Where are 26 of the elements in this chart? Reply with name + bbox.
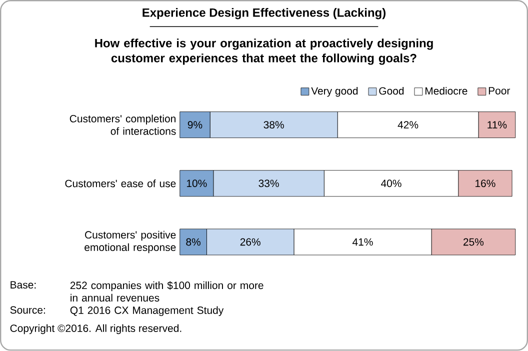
y-tick-label: Customers' positive emotional response	[84, 230, 176, 254]
data-label: 16%	[476, 180, 496, 188]
data-label: 9%	[188, 121, 202, 129]
data-label: 26%	[240, 238, 260, 246]
text: Base:	[10, 281, 36, 289]
legend-label: Mediocre	[425, 87, 468, 95]
legend-label: Very good	[311, 87, 358, 97]
data-label: 25%	[464, 238, 484, 246]
data-label: 33%	[258, 180, 279, 188]
chart-subtitle: How effective is your organization at proactively designing customer experiences that meet the following goals?	[95, 38, 433, 65]
data-label: 8%	[186, 238, 200, 246]
chart-title: Experience Design Effectiveness (Lacking)	[142, 8, 386, 20]
source-note: Source:	[10, 306, 45, 314]
text: Copyright ©2016. All rights reserved.	[10, 324, 182, 334]
y-tick-label: Customers' completion of interactions	[70, 114, 176, 136]
data-label: 41%	[352, 238, 373, 246]
data-label: 11%	[488, 121, 507, 129]
data-label: 38%	[264, 121, 284, 129]
data-label: 42%	[398, 121, 418, 129]
legend-label: Poor	[488, 87, 510, 95]
data-label: 40%	[381, 180, 402, 188]
text: Q1 2016 CX Management Study	[70, 306, 224, 316]
text: 252 companies with $100 million or more in annual revenues	[70, 281, 264, 302]
legend-label: Good	[379, 87, 404, 95]
y-tick-label: Customers' ease of use	[65, 180, 176, 188]
data-label: 10%	[186, 180, 207, 188]
